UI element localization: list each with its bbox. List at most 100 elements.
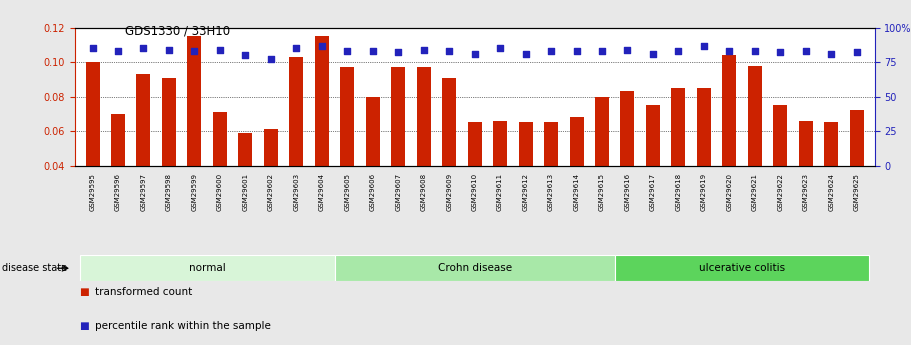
Bar [620,91,634,235]
Point [799,48,814,54]
Point [289,46,303,51]
Text: GSM29620: GSM29620 [726,173,732,211]
Point [773,50,788,55]
Text: GSM29603: GSM29603 [293,173,300,211]
Bar [188,36,201,235]
Text: GSM29618: GSM29618 [675,173,681,211]
Text: GSM29602: GSM29602 [268,173,274,211]
Bar [697,88,711,235]
Text: GSM29604: GSM29604 [319,173,325,211]
Point [161,47,176,52]
Bar [341,67,354,235]
Text: GSM29619: GSM29619 [701,173,707,211]
Text: GSM29595: GSM29595 [89,173,96,211]
Text: GSM29616: GSM29616 [624,173,630,211]
Bar [213,112,227,235]
Point [493,46,507,51]
Bar [467,122,482,235]
Bar [722,55,736,235]
Point [544,48,558,54]
Text: GSM29611: GSM29611 [497,173,503,211]
Bar [518,122,533,235]
Bar [493,121,507,235]
Text: GSM29601: GSM29601 [242,173,249,211]
Point [671,48,686,54]
Bar [80,255,334,281]
Text: GSM29613: GSM29613 [548,173,554,211]
Bar [137,74,150,235]
Bar [162,78,176,235]
Text: GSM29607: GSM29607 [395,173,401,211]
Point [86,46,100,51]
Text: GSM29614: GSM29614 [574,173,579,211]
Bar [239,133,252,235]
Text: normal: normal [189,263,226,273]
Bar [615,255,869,281]
Text: GSM29609: GSM29609 [446,173,452,211]
Bar [544,122,558,235]
Text: GSM29617: GSM29617 [650,173,656,211]
Text: GSM29599: GSM29599 [191,173,198,211]
Bar [442,78,456,235]
Point [442,48,456,54]
Point [595,48,609,54]
Point [467,51,482,57]
Text: GSM29621: GSM29621 [752,173,758,211]
Bar [671,88,685,235]
Bar [646,105,660,235]
Point [238,52,252,58]
Text: GSM29610: GSM29610 [472,173,477,211]
Text: ■: ■ [79,321,89,331]
Point [365,48,380,54]
Text: GSM29625: GSM29625 [854,173,860,211]
Point [697,43,711,48]
Text: ■: ■ [79,287,89,296]
Point [748,48,763,54]
Text: GSM29608: GSM29608 [421,173,426,211]
Point [391,50,405,55]
Point [136,46,150,51]
Bar [315,36,329,235]
Point [263,57,278,62]
Text: disease state: disease state [2,263,67,273]
Bar [290,57,303,235]
Point [569,48,584,54]
Point [646,51,660,57]
Point [111,48,126,54]
Point [340,48,354,54]
Bar [365,97,380,235]
Text: GSM29600: GSM29600 [217,173,223,211]
Bar [264,129,278,235]
Text: GSM29605: GSM29605 [344,173,350,211]
Point [620,47,635,52]
Bar [111,114,125,235]
Point [212,47,227,52]
Bar [569,117,584,235]
Point [416,47,431,52]
Point [849,50,864,55]
Text: GSM29606: GSM29606 [370,173,375,211]
Point [722,48,737,54]
Bar [416,67,431,235]
Text: percentile rank within the sample: percentile rank within the sample [95,321,271,331]
Point [518,51,533,57]
Point [187,48,201,54]
Text: GSM29598: GSM29598 [166,173,172,211]
Bar [86,62,99,235]
Bar [850,110,864,235]
Text: GDS1330 / 33H10: GDS1330 / 33H10 [125,24,230,37]
Text: Crohn disease: Crohn disease [437,263,512,273]
Text: GSM29596: GSM29596 [115,173,121,211]
Text: transformed count: transformed count [95,287,192,296]
Text: GSM29622: GSM29622 [777,173,783,211]
Bar [799,121,813,235]
Bar [773,105,787,235]
Text: GSM29615: GSM29615 [599,173,605,211]
Text: ulcerative colitis: ulcerative colitis [699,263,785,273]
Text: GSM29597: GSM29597 [140,173,147,211]
Point [314,43,329,48]
Bar [391,67,405,235]
Bar [334,255,615,281]
Bar [748,66,762,235]
Text: GSM29623: GSM29623 [803,173,809,211]
